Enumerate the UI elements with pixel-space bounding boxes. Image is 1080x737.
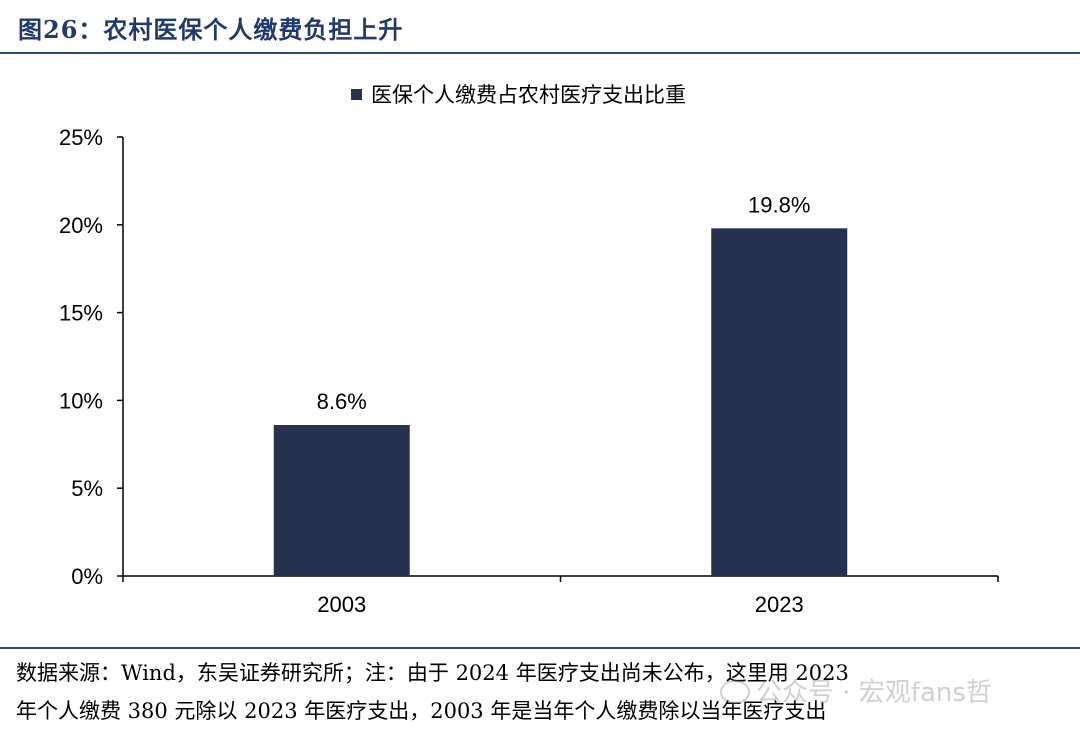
figure-title: 图26：农村医保个人缴费负担上升 bbox=[18, 15, 404, 44]
y-tick-label: 15% bbox=[59, 301, 103, 326]
x-tick-label: 2003 bbox=[317, 592, 366, 617]
y-tick-label: 10% bbox=[59, 388, 103, 413]
bar bbox=[273, 424, 410, 576]
bar bbox=[711, 228, 848, 576]
data-label: 8.6% bbox=[317, 389, 367, 414]
legend-label: 医保个人缴费占农村医疗支出比重 bbox=[371, 84, 686, 107]
x-tick-label: 2023 bbox=[755, 592, 804, 617]
source-note-line-1: 数据来源：Wind，东吴证券研究所；注：由于 2024 年医疗支出尚未公布，这里… bbox=[16, 661, 849, 685]
source-note: 数据来源：Wind，东吴证券研究所；注：由于 2024 年医疗支出尚未公布，这里… bbox=[16, 654, 1066, 730]
top-rule bbox=[0, 52, 1080, 54]
wechat-icon bbox=[720, 680, 750, 704]
legend-swatch bbox=[351, 89, 362, 100]
data-label: 19.8% bbox=[748, 192, 810, 217]
y-tick-label: 0% bbox=[71, 564, 103, 589]
watermark-text: 公众号 · 宏观fans哲 bbox=[756, 678, 992, 708]
watermark: 公众号 · 宏观fans哲 bbox=[720, 672, 992, 709]
source-note-line-2: 年个人缴费 380 元除以 2023 年医疗支出，2003 年是当年个人缴费除以… bbox=[16, 699, 827, 723]
bottom-rule bbox=[0, 647, 1080, 649]
y-tick-label: 20% bbox=[59, 213, 103, 238]
bar-chart: 医保个人缴费占农村医疗支出比重 0% 5% 10% 15% 20% 25% 8.6% 2003 1… bbox=[59, 84, 999, 617]
y-tick-label: 25% bbox=[59, 125, 103, 150]
y-tick-label: 5% bbox=[71, 476, 103, 501]
